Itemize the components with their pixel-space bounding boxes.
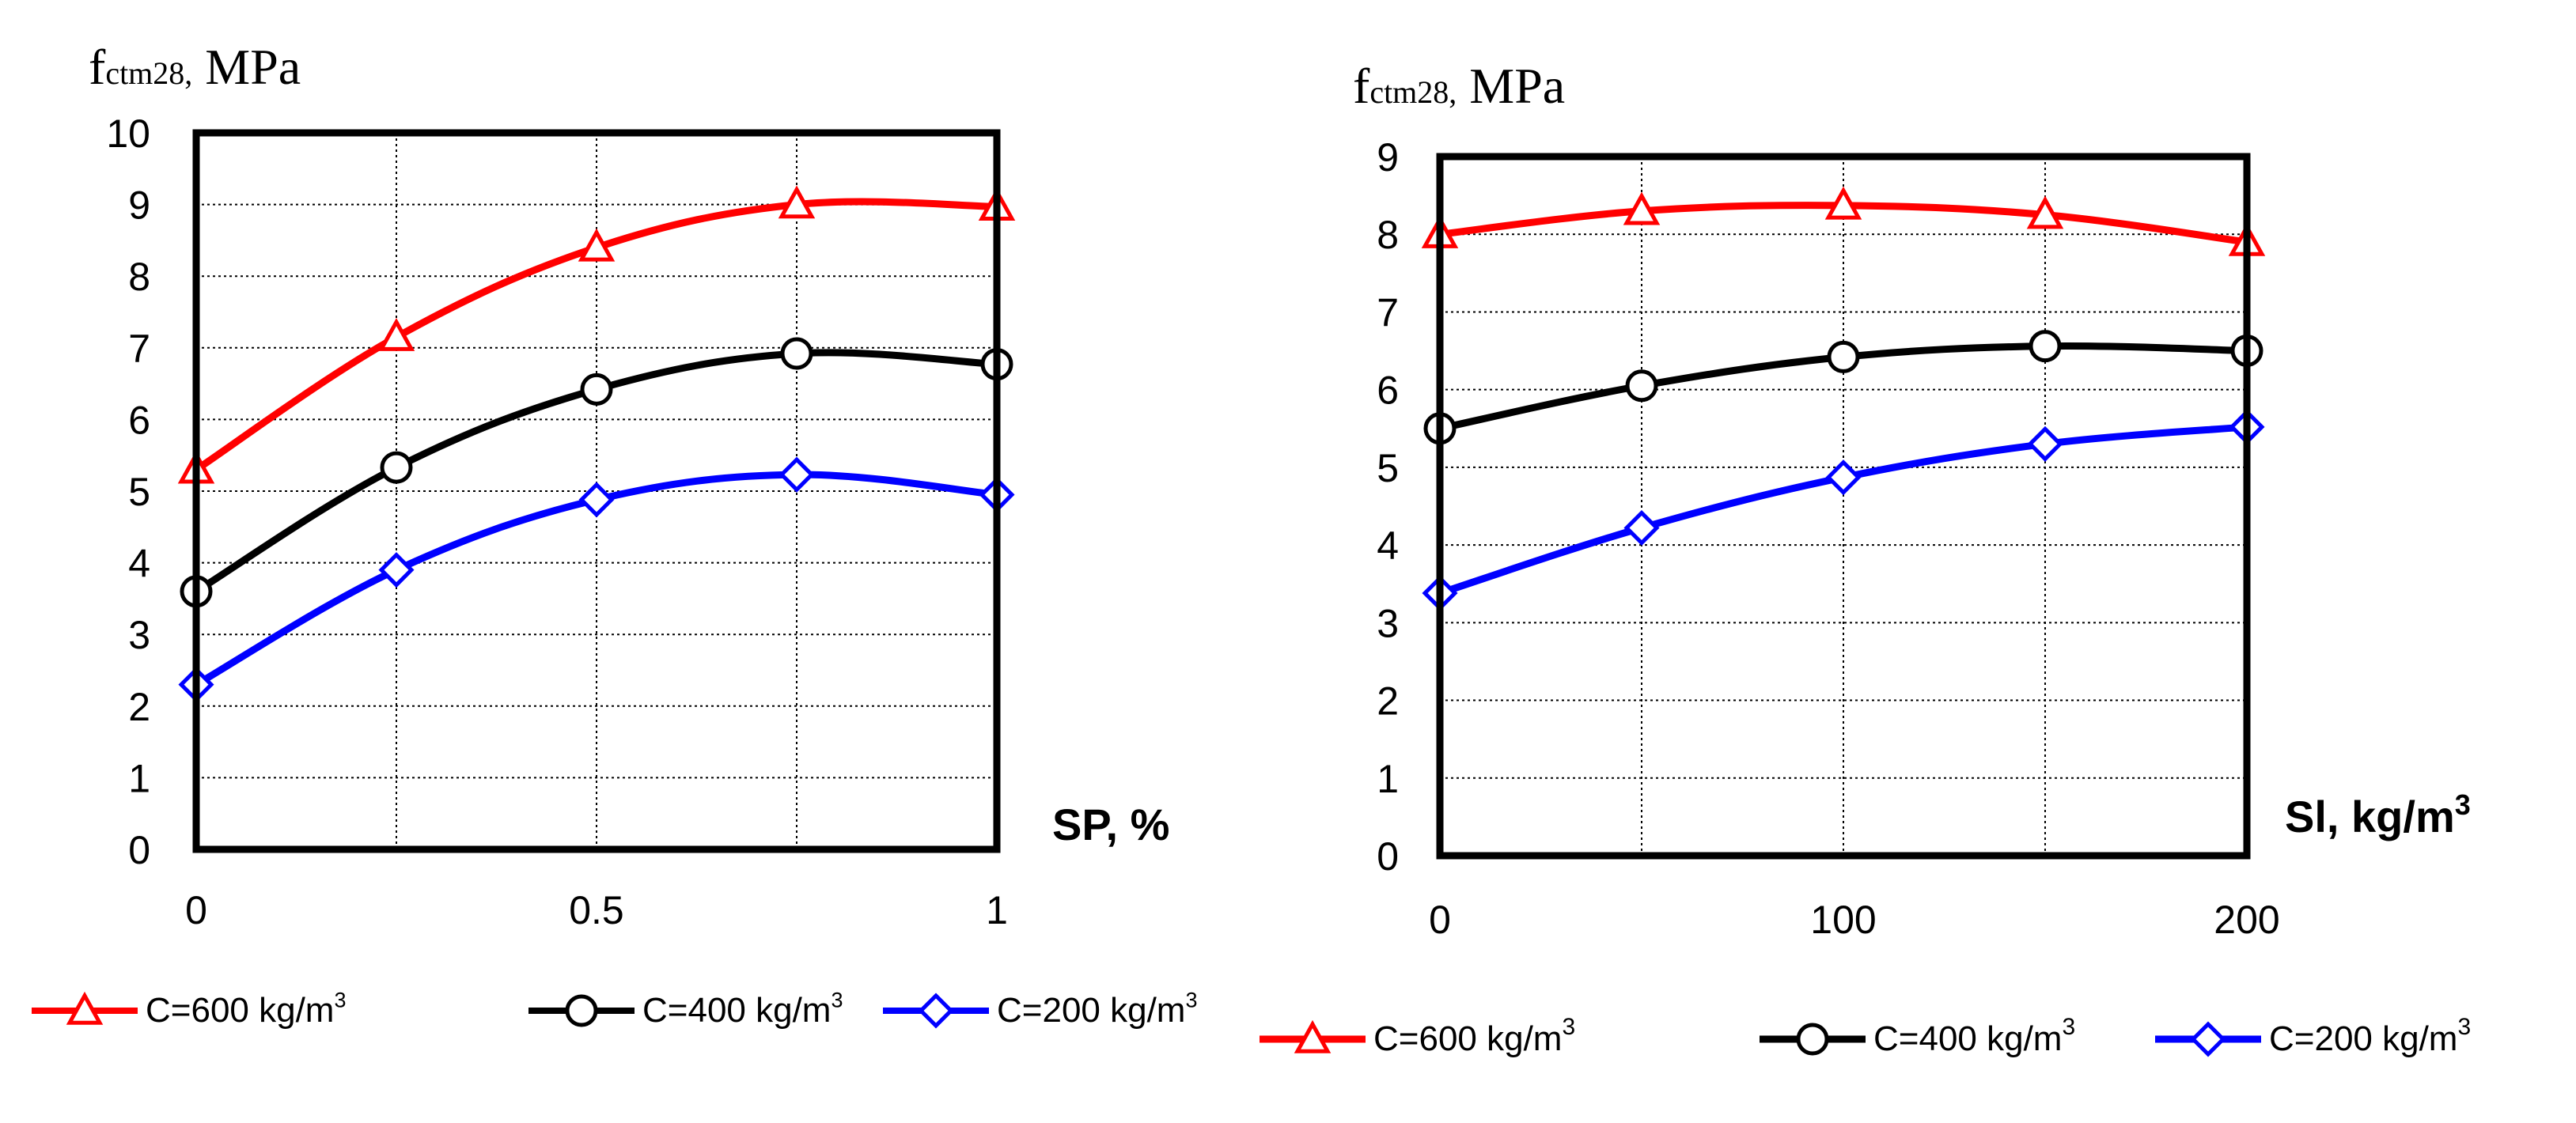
legend-item: C=600 kg/m3 bbox=[32, 989, 347, 1030]
legend-item: C=200 kg/m3 bbox=[883, 989, 1198, 1030]
data-point bbox=[778, 185, 816, 219]
y-tick-label: 0 bbox=[1377, 834, 1399, 879]
data-point bbox=[1625, 369, 1658, 403]
x-tick-labels-right: 0 100 200 bbox=[1429, 898, 2280, 942]
y-tick-label: 5 bbox=[1377, 446, 1399, 490]
y-tick-label: 9 bbox=[1377, 135, 1399, 180]
series-left bbox=[177, 185, 1016, 703]
data-point bbox=[377, 318, 415, 351]
data-point bbox=[2029, 330, 2062, 363]
y-tick-label: 1 bbox=[1377, 757, 1399, 801]
data-point bbox=[578, 482, 615, 518]
legend-left: C=600 kg/m3 C=400 kg/m3 C=200 kg/m3 bbox=[32, 989, 1198, 1030]
data-point bbox=[1623, 509, 1660, 546]
y-tick-labels-left: 0 1 2 3 4 5 6 7 8 9 10 bbox=[106, 112, 150, 872]
x-tick-label: 0 bbox=[185, 888, 207, 932]
y-tick-label: 1 bbox=[128, 756, 150, 800]
legend-label: C=600 kg/m3 bbox=[146, 989, 347, 1030]
data-point bbox=[380, 451, 413, 484]
legend-label: C=200 kg/m3 bbox=[997, 989, 1198, 1030]
plot-frame-right bbox=[1436, 153, 2251, 860]
data-point bbox=[580, 372, 613, 406]
legend-marker bbox=[1796, 1023, 1829, 1056]
x-tick-label: 0 bbox=[1429, 898, 1451, 942]
x-axis-title-left: SP, % bbox=[1052, 800, 1169, 849]
y-tick-label: 3 bbox=[128, 613, 150, 657]
data-point bbox=[780, 337, 813, 370]
data-point bbox=[1825, 459, 1862, 496]
y-tick-label: 0 bbox=[128, 828, 150, 872]
legend-label: C=200 kg/m3 bbox=[2269, 1014, 2471, 1058]
y-tick-label: 4 bbox=[128, 542, 150, 586]
gridlines-right bbox=[1440, 157, 2247, 856]
y-tick-label: 2 bbox=[128, 685, 150, 729]
y-tick-label: 7 bbox=[1377, 290, 1399, 335]
y-tick-label: 8 bbox=[1377, 213, 1399, 257]
x-tick-label: 0.5 bbox=[569, 888, 624, 932]
legend-right: C=600 kg/m3 C=400 kg/m3 C=200 kg/m3 bbox=[1260, 1014, 2471, 1058]
data-point bbox=[378, 552, 415, 588]
x-tick-label: 200 bbox=[2214, 898, 2279, 942]
data-point bbox=[1824, 186, 1862, 220]
legend-item: C=400 kg/m3 bbox=[1760, 1014, 2075, 1058]
legend-marker bbox=[66, 991, 104, 1025]
data-point bbox=[1827, 340, 1860, 373]
legend-label: C=400 kg/m3 bbox=[642, 989, 843, 1030]
y-tick-label: 2 bbox=[1377, 679, 1399, 724]
x-axis-title-right: Sl, kg/m3 bbox=[2285, 788, 2471, 841]
legend-label: C=600 kg/m3 bbox=[1373, 1014, 1575, 1058]
data-point bbox=[1623, 191, 1661, 225]
plot-frame-left bbox=[192, 129, 1001, 853]
legend-marker bbox=[1294, 1019, 1332, 1053]
data-point bbox=[2027, 425, 2063, 462]
y-tick-label: 5 bbox=[128, 470, 150, 514]
data-point bbox=[2026, 195, 2064, 229]
legend-marker bbox=[918, 993, 954, 1029]
y-axis-title-left: fctm28, MPa bbox=[89, 39, 301, 95]
y-tick-label: 6 bbox=[1377, 369, 1399, 413]
legend-label: C=400 kg/m3 bbox=[1873, 1014, 2075, 1058]
y-tick-label: 4 bbox=[1377, 524, 1399, 568]
chart-right: fctm28, MPa 0 1 2 3 4 5 6 7 8 9 0 100 200 Sl, kg/m3 bbox=[1353, 58, 2471, 942]
x-tick-labels-left: 0 0.5 1 bbox=[185, 888, 1008, 932]
y-tick-label: 10 bbox=[106, 112, 150, 156]
data-point bbox=[778, 456, 815, 493]
y-tick-label: 3 bbox=[1377, 601, 1399, 645]
legend-item: C=600 kg/m3 bbox=[1260, 1014, 1575, 1058]
x-tick-label: 100 bbox=[1810, 898, 1876, 942]
legend-marker bbox=[565, 994, 598, 1027]
y-tick-label: 9 bbox=[128, 183, 150, 228]
y-tick-labels-right: 0 1 2 3 4 5 6 7 8 9 bbox=[1377, 135, 1399, 879]
legend-marker bbox=[2190, 1021, 2226, 1057]
y-tick-label: 8 bbox=[128, 255, 150, 299]
legend-item: C=400 kg/m3 bbox=[528, 989, 843, 1030]
data-point bbox=[578, 228, 616, 262]
y-axis-title-right: fctm28, MPa bbox=[1353, 58, 1565, 114]
legend-item: C=200 kg/m3 bbox=[2155, 1014, 2471, 1058]
y-tick-label: 6 bbox=[128, 398, 150, 442]
y-tick-label: 7 bbox=[128, 327, 150, 371]
x-tick-label: 1 bbox=[986, 888, 1008, 932]
